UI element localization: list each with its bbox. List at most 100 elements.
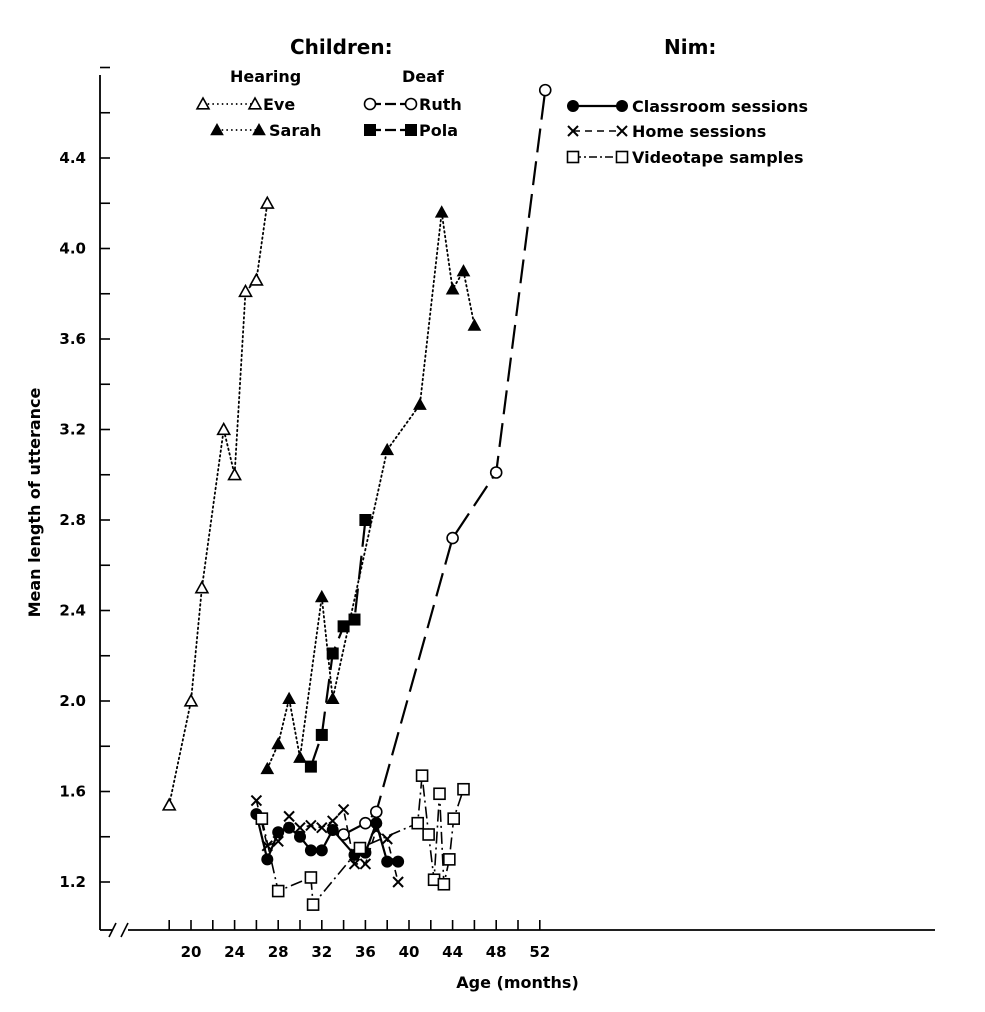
data-point-home-sessions	[359, 858, 372, 870]
series-eve	[161, 195, 275, 811]
data-point-sarah	[467, 318, 482, 331]
legend-marker-ruth	[363, 97, 377, 111]
data-point-videotape-samples	[353, 841, 367, 855]
data-point-sarah	[456, 264, 471, 277]
data-point-videotape-samples	[271, 884, 285, 898]
data-point-classroom-sessions	[381, 855, 394, 868]
data-point-sarah	[445, 282, 460, 295]
data-point-sarah	[260, 761, 275, 775]
y-tick-label: 4.4	[59, 149, 86, 167]
data-point-videotape-samples	[437, 877, 451, 891]
data-point-classroom-sessions	[326, 823, 339, 836]
x-tick-label: 24	[224, 943, 245, 961]
data-point-home-sessions	[283, 810, 295, 823]
data-point-pola	[359, 514, 372, 526]
legend-hearing-title: Hearing	[230, 67, 301, 86]
legend-item-ruth: Ruth	[363, 95, 462, 114]
legend-label-videotape-samples: Videotape samples	[632, 148, 804, 167]
legend-item-sarah: Sarah	[210, 121, 321, 140]
data-point-sarah	[293, 750, 307, 763]
series-sarah	[260, 205, 482, 775]
data-point-videotape-samples	[306, 898, 320, 911]
data-point-home-sessions-stroke-b	[348, 858, 361, 870]
legend-item-eve: Eve	[195, 95, 295, 114]
legend-marker-ruth	[404, 97, 418, 111]
data-point-eve	[216, 421, 232, 436]
legend-nim-title: Nim:	[664, 35, 716, 59]
data-point-pola	[337, 620, 350, 633]
data-point-home-sessions	[294, 821, 306, 834]
legend-deaf-title: Deaf	[402, 67, 445, 86]
data-point-sarah	[434, 205, 449, 218]
legend-marker-home-sessions-stroke-b	[567, 125, 579, 137]
legend-marker-home-sessions	[616, 125, 628, 137]
series-line-pola	[309, 519, 367, 767]
data-point-home-sessions-stroke-b	[392, 876, 404, 888]
data-point-eve	[249, 272, 264, 286]
data-point-classroom-sessions	[370, 817, 383, 830]
data-point-videotape-samples	[443, 853, 456, 866]
y-tick-label: 3.6	[59, 330, 86, 348]
legend-item-videotape-samples: Videotape samples	[566, 148, 804, 167]
legend: Children: Nim: Hearing Deaf Eve Sarah Ruth Pola…	[195, 35, 808, 167]
data-point-classroom-sessions	[315, 844, 328, 857]
legend-marker-classroom-sessions	[567, 100, 579, 112]
data-point-home-sessions	[392, 876, 404, 888]
data-point-home-sessions	[348, 858, 361, 870]
series-line-sarah	[266, 212, 476, 770]
axes: 20 24 28 32 36 40 44 48 52 1.2 1.6 2.0 2.4 2.8 3.2 3.6 4…	[25, 66, 935, 992]
data-point-home-sessions	[337, 803, 350, 816]
legend-item-classroom-sessions: Classroom sessions	[567, 97, 808, 116]
legend-label-eve: Eve	[263, 95, 295, 114]
y-tick-label: 1.6	[59, 783, 86, 801]
legend-marker-eve	[195, 96, 211, 110]
x-tick-label: 36	[355, 943, 376, 961]
data-point-sarah	[271, 736, 286, 750]
data-point-videotape-samples	[422, 828, 435, 841]
legend-marker-eve	[247, 96, 263, 110]
data-point-home-sessions-stroke-b	[272, 835, 284, 847]
data-point-ruth	[489, 466, 503, 479]
data-point-pola	[315, 728, 328, 741]
legend-label-sarah: Sarah	[269, 121, 321, 140]
legend-label-classroom-sessions: Classroom sessions	[632, 97, 808, 116]
data-point-videotape-samples	[415, 769, 429, 782]
data-point-eve	[259, 195, 275, 209]
legend-label-pola: Pola	[419, 121, 458, 140]
legend-children-title: Children:	[290, 35, 393, 59]
x-tick-label: 32	[311, 943, 332, 961]
data-point-videotape-samples	[411, 816, 425, 830]
data-point-home-sessions	[305, 819, 317, 832]
data-point-home-sessions	[250, 794, 263, 807]
legend-marker-home-sessions-stroke-b	[616, 125, 628, 137]
data-point-eve	[183, 693, 199, 707]
data-point-classroom-sessions	[304, 844, 317, 857]
data-point-home-sessions-stroke-b	[370, 824, 383, 836]
data-point-sarah	[282, 691, 296, 705]
data-point-pola	[304, 760, 317, 773]
series-layer	[161, 83, 552, 911]
data-point-ruth	[538, 83, 552, 97]
data-point-ruth	[369, 805, 383, 819]
data-point-sarah	[413, 397, 427, 410]
data-point-eve	[227, 467, 242, 481]
legend-marker-videotape-samples	[566, 150, 580, 164]
data-point-home-sessions-stroke-b	[250, 794, 263, 807]
y-tick-label: 4.0	[59, 240, 86, 258]
x-tick-label: 20	[181, 943, 202, 961]
legend-marker-pola	[364, 124, 376, 136]
data-point-home-sessions	[316, 821, 328, 834]
data-point-home-sessions-stroke-b	[326, 815, 339, 827]
data-point-pola	[326, 647, 339, 660]
data-point-videotape-samples	[447, 812, 460, 825]
legend-marker-classroom-sessions	[616, 100, 628, 112]
data-point-home-sessions-stroke-b	[337, 803, 350, 816]
data-point-ruth	[359, 816, 372, 830]
data-point-home-sessions	[272, 835, 284, 847]
legend-marker-videotape-samples	[615, 150, 629, 164]
x-tick-label: 28	[268, 943, 289, 961]
data-point-home-sessions-stroke-b	[294, 821, 306, 834]
data-point-home-sessions-stroke-b	[283, 810, 295, 823]
x-tick-label: 40	[399, 943, 420, 961]
